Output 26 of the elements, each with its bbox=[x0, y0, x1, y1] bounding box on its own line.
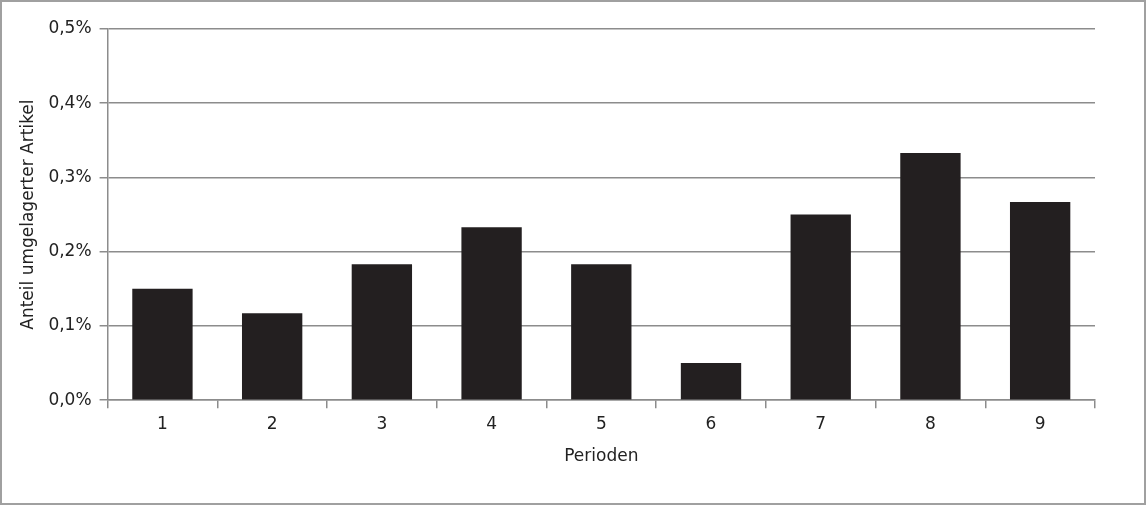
bar bbox=[900, 152, 961, 400]
x-axis-title: Perioden bbox=[564, 445, 639, 466]
bar bbox=[790, 214, 851, 400]
x-tick-label: 7 bbox=[815, 412, 827, 433]
bar bbox=[461, 227, 522, 400]
bar bbox=[351, 264, 413, 400]
x-tick-label: 3 bbox=[376, 412, 388, 433]
bar bbox=[241, 313, 303, 400]
y-tick-label: 0,3% bbox=[48, 165, 92, 186]
x-tick-label: 5 bbox=[595, 412, 607, 433]
y-tick-label: 0,4% bbox=[48, 91, 92, 112]
y-axis-title: Anteil umgelagerter Artikel bbox=[16, 99, 37, 330]
x-tick-label: 4 bbox=[486, 412, 497, 433]
y-tick-label: 0,0% bbox=[48, 388, 92, 409]
x-tick-label: 2 bbox=[266, 412, 278, 433]
bar bbox=[571, 264, 632, 400]
x-tick-label: 9 bbox=[1034, 412, 1046, 433]
x-tick-label: 1 bbox=[157, 412, 168, 433]
y-tick-label: 0,5% bbox=[48, 17, 92, 38]
x-tick-label: 8 bbox=[925, 412, 936, 433]
y-tick-label: 0,1% bbox=[48, 314, 92, 335]
x-tick-label: 6 bbox=[705, 412, 717, 433]
bar bbox=[680, 363, 742, 400]
y-tick-label: 0,2% bbox=[48, 240, 92, 261]
bar bbox=[132, 288, 193, 400]
bar bbox=[1009, 201, 1071, 400]
